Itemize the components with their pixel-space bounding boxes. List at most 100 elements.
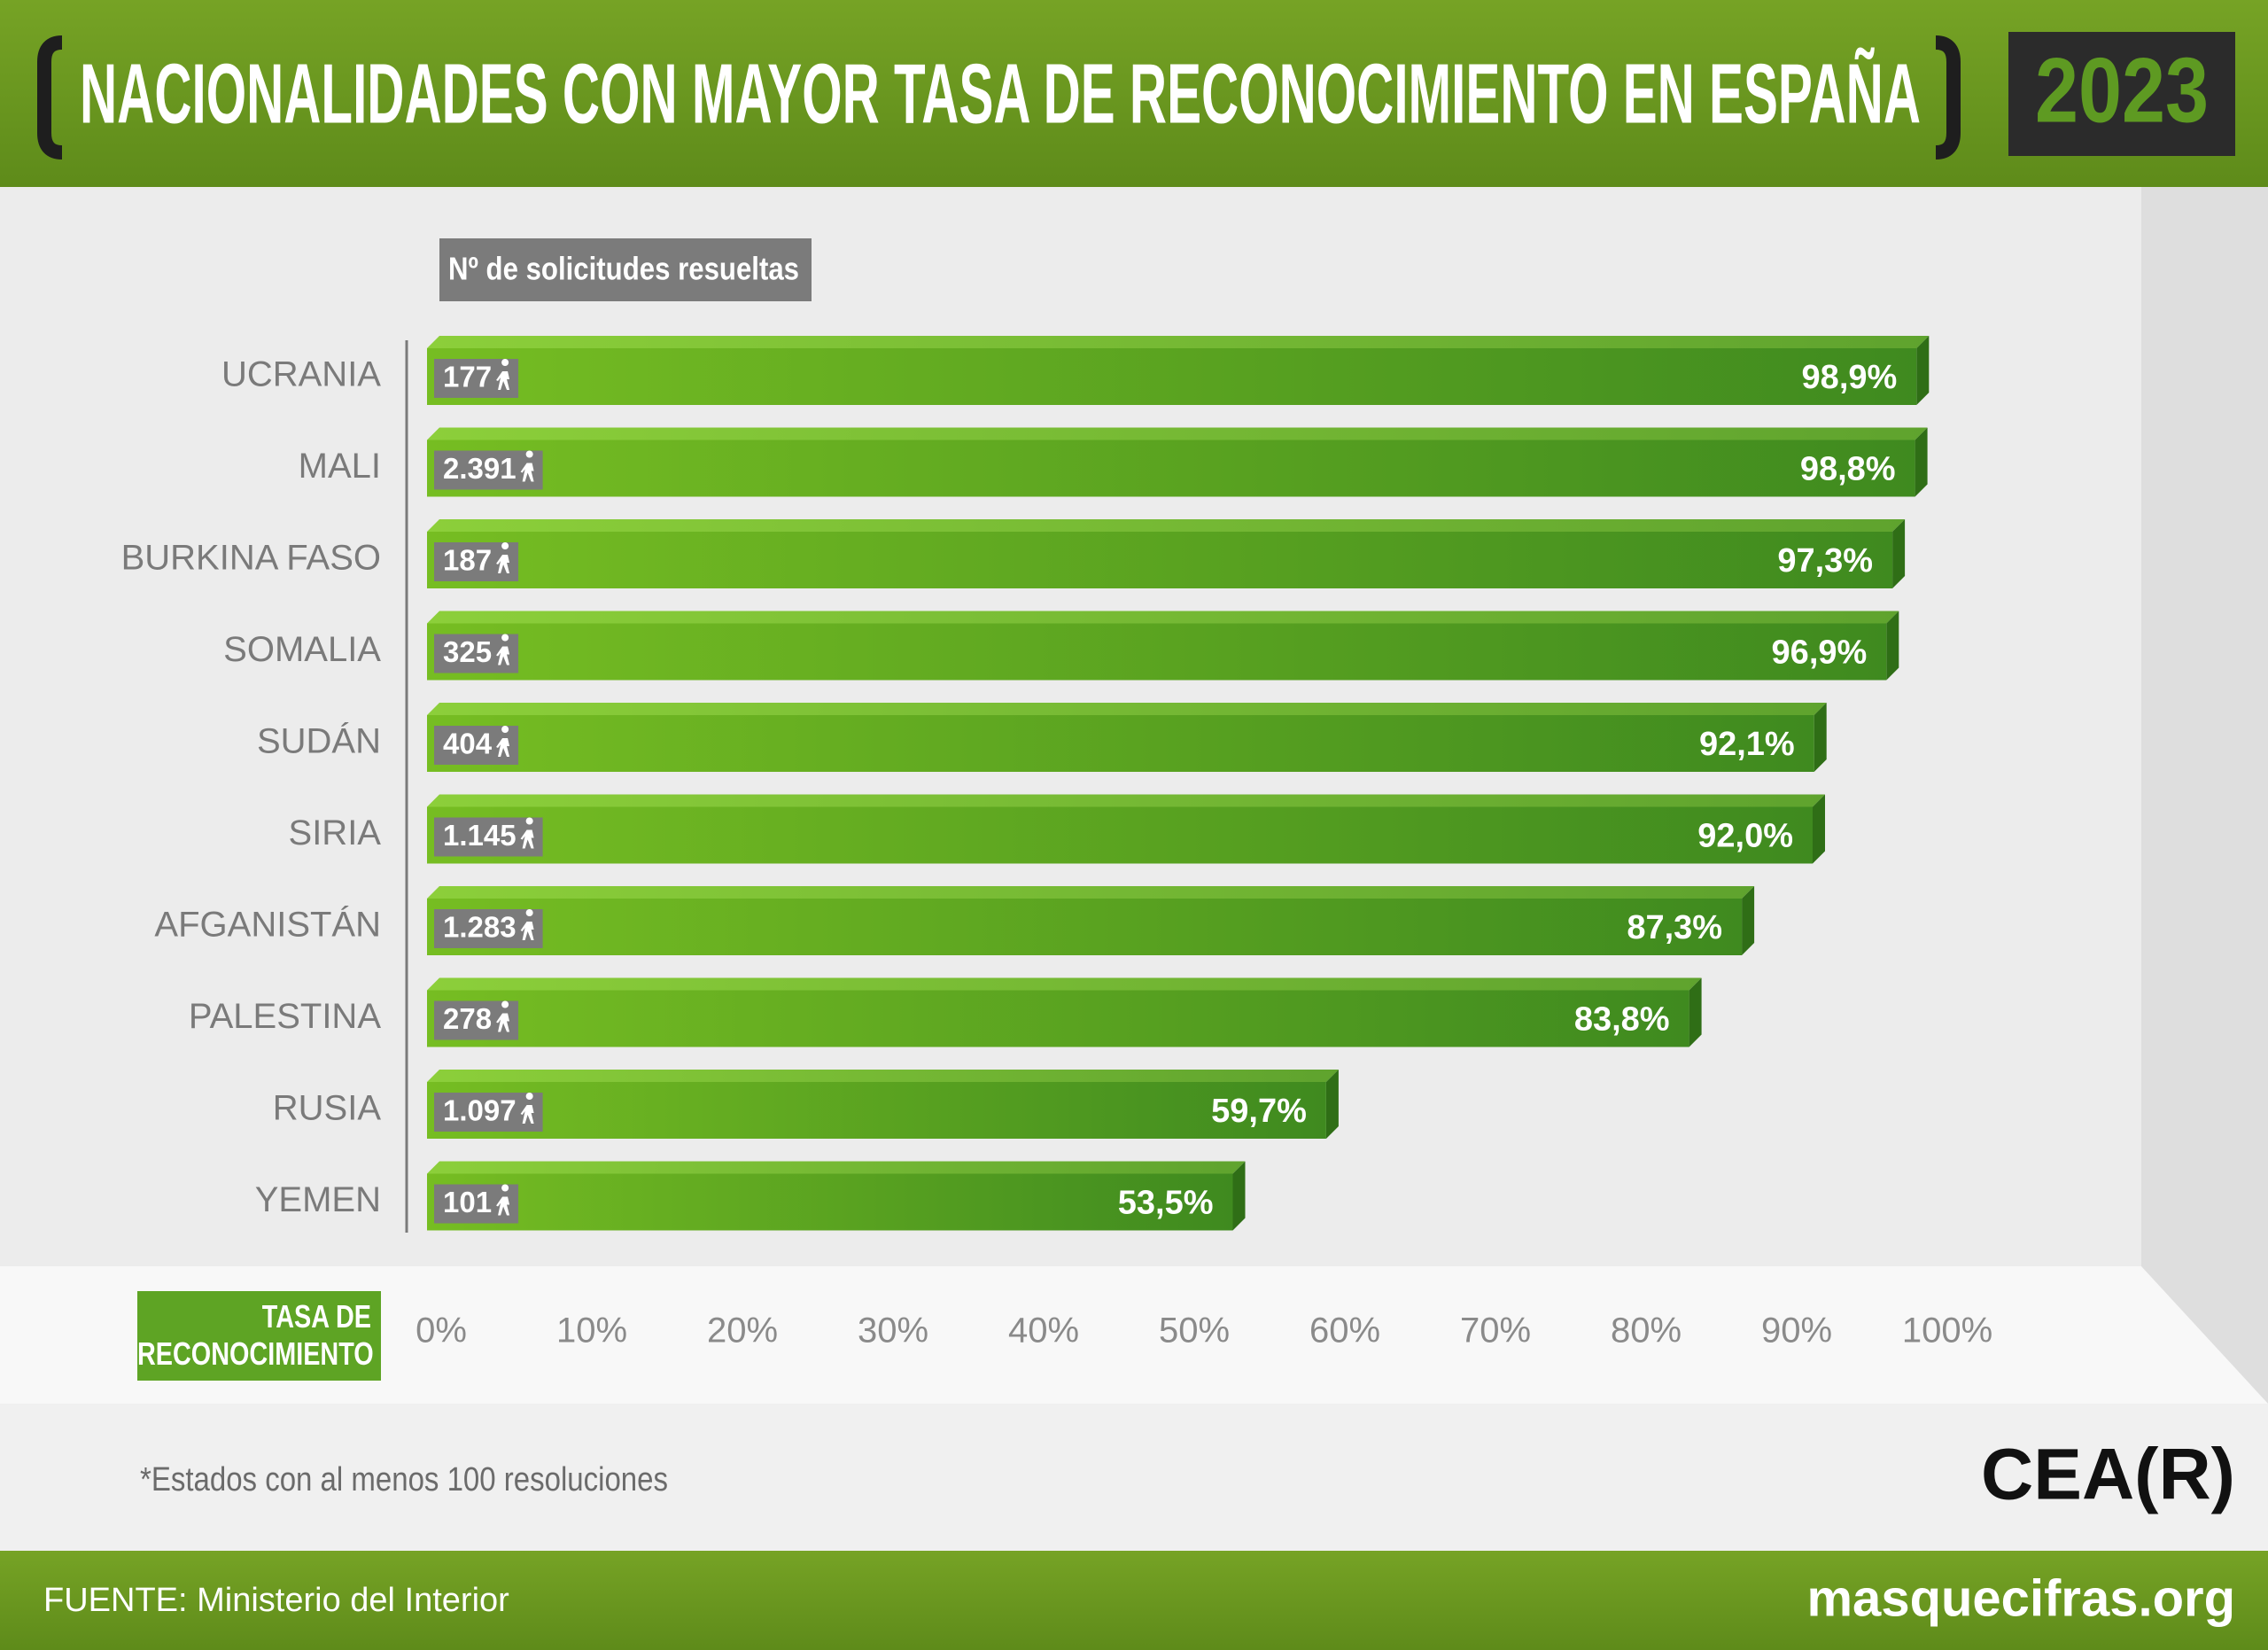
bar-top xyxy=(427,977,1702,991)
walker-icon xyxy=(496,634,510,665)
count-label: 2.391 xyxy=(443,452,517,485)
value-label: 59,7% xyxy=(1211,1093,1307,1130)
x-tick-label: 60% xyxy=(1309,1311,1380,1350)
x-tick-label: 30% xyxy=(858,1311,928,1350)
bar xyxy=(427,532,1893,588)
count-label: 101 xyxy=(443,1186,492,1218)
value-label: 96,9% xyxy=(1772,634,1868,672)
category-label: UCRANIA xyxy=(221,355,381,394)
bar xyxy=(427,990,1689,1047)
count-label: 404 xyxy=(443,728,493,760)
count-label: 177 xyxy=(443,361,492,393)
bar xyxy=(427,1173,1233,1231)
side-wall xyxy=(2141,187,2268,1404)
category-label: SIRIA xyxy=(289,813,382,852)
bar xyxy=(427,899,1743,955)
value-label: 87,3% xyxy=(1627,909,1722,946)
note-area xyxy=(0,1404,2268,1551)
xlabel-box xyxy=(137,1291,381,1381)
bar-side xyxy=(1232,1161,1246,1231)
category-label: YEMEN xyxy=(255,1180,381,1219)
category-label: SUDÁN xyxy=(257,721,381,761)
bar-top xyxy=(427,1161,1246,1174)
header-bar xyxy=(0,0,2268,187)
logo: CEA(R) xyxy=(1981,1435,2235,1515)
note: *Estados con al menos 100 resoluciones xyxy=(140,1461,668,1498)
bar-top xyxy=(427,794,1825,807)
bar-side xyxy=(1916,336,1930,405)
bar-top xyxy=(427,886,1755,899)
bar-top xyxy=(427,611,1899,624)
walker-icon xyxy=(520,450,534,482)
chart-title: NACIONALIDADES CON MAYOR TASA DE RECONOC… xyxy=(80,45,1921,141)
bar-side xyxy=(1814,703,1827,772)
count-label: 1.097 xyxy=(443,1094,517,1127)
category-label: PALESTINA xyxy=(189,997,381,1036)
walker-icon xyxy=(520,1093,534,1124)
bar xyxy=(427,1082,1326,1139)
x-axis-label: TASA DE RECONOCIMIENTO xyxy=(137,1298,374,1372)
bar xyxy=(427,440,1915,497)
category-label: RUSIA xyxy=(273,1089,382,1128)
x-tick-label: 0% xyxy=(416,1311,467,1350)
footer-bar xyxy=(0,1551,2268,1650)
walker-icon xyxy=(496,359,510,390)
x-tick-label: 70% xyxy=(1460,1311,1531,1350)
count-label: 1.283 xyxy=(443,911,517,944)
category-label: MALI xyxy=(299,447,381,486)
category-label: SOMALIA xyxy=(223,630,381,669)
bar-top xyxy=(427,427,1928,440)
counts-legend: Nº de solicitudes resueltas xyxy=(448,251,799,287)
bar-top xyxy=(427,336,1930,348)
count-label: 278 xyxy=(443,1002,492,1035)
year-box xyxy=(2008,32,2235,156)
walker-icon xyxy=(520,909,534,940)
bar-side xyxy=(1892,519,1906,588)
bracket-left xyxy=(37,35,63,160)
x-tick-label: 40% xyxy=(1008,1311,1079,1350)
walker-icon xyxy=(496,1000,510,1032)
category-label: BURKINA FASO xyxy=(121,539,381,578)
bar xyxy=(427,348,1917,405)
bar-side xyxy=(1886,611,1899,681)
bar xyxy=(427,623,1887,681)
walker-icon xyxy=(496,726,510,757)
counts-legend-box xyxy=(439,238,812,301)
count-label: 187 xyxy=(443,544,492,577)
bar-side xyxy=(1325,1070,1339,1139)
count-label: 1.145 xyxy=(443,819,517,852)
value-label: 83,8% xyxy=(1574,1001,1670,1039)
bar-side xyxy=(1742,886,1755,955)
x-tick-label: 10% xyxy=(556,1311,627,1350)
x-tick-label: 100% xyxy=(1902,1311,1992,1350)
x-tick-label: 80% xyxy=(1611,1311,1682,1350)
walker-icon xyxy=(520,817,534,849)
value-label: 97,3% xyxy=(1777,542,1873,580)
bar-top xyxy=(427,703,1827,715)
count-badge xyxy=(434,817,543,857)
count-badge xyxy=(434,1093,543,1132)
count-badge xyxy=(434,909,543,948)
bar-side xyxy=(1689,977,1702,1047)
x-tick-label: 20% xyxy=(707,1311,778,1350)
bar-side xyxy=(1915,427,1928,497)
count-badge xyxy=(434,450,543,490)
bar-top xyxy=(427,1070,1339,1082)
x-tick-label: 90% xyxy=(1761,1311,1832,1350)
value-label: 53,5% xyxy=(1118,1185,1214,1222)
value-label: 92,1% xyxy=(1699,726,1795,763)
category-label: AFGANISTÁN xyxy=(154,905,381,945)
website: masquecifras.org xyxy=(1806,1569,2235,1627)
x-tick-label: 50% xyxy=(1159,1311,1230,1350)
value-label: 98,8% xyxy=(1800,451,1896,488)
xlabel-holder: TASA DE RECONOCIMIENTO xyxy=(137,1298,374,1372)
bar xyxy=(427,806,1813,864)
bar-side xyxy=(1813,794,1825,864)
value-label: 98,9% xyxy=(1802,359,1898,396)
year: 2023 xyxy=(2035,39,2209,142)
count-label: 325 xyxy=(443,635,492,668)
bracket-right xyxy=(1935,35,1961,160)
